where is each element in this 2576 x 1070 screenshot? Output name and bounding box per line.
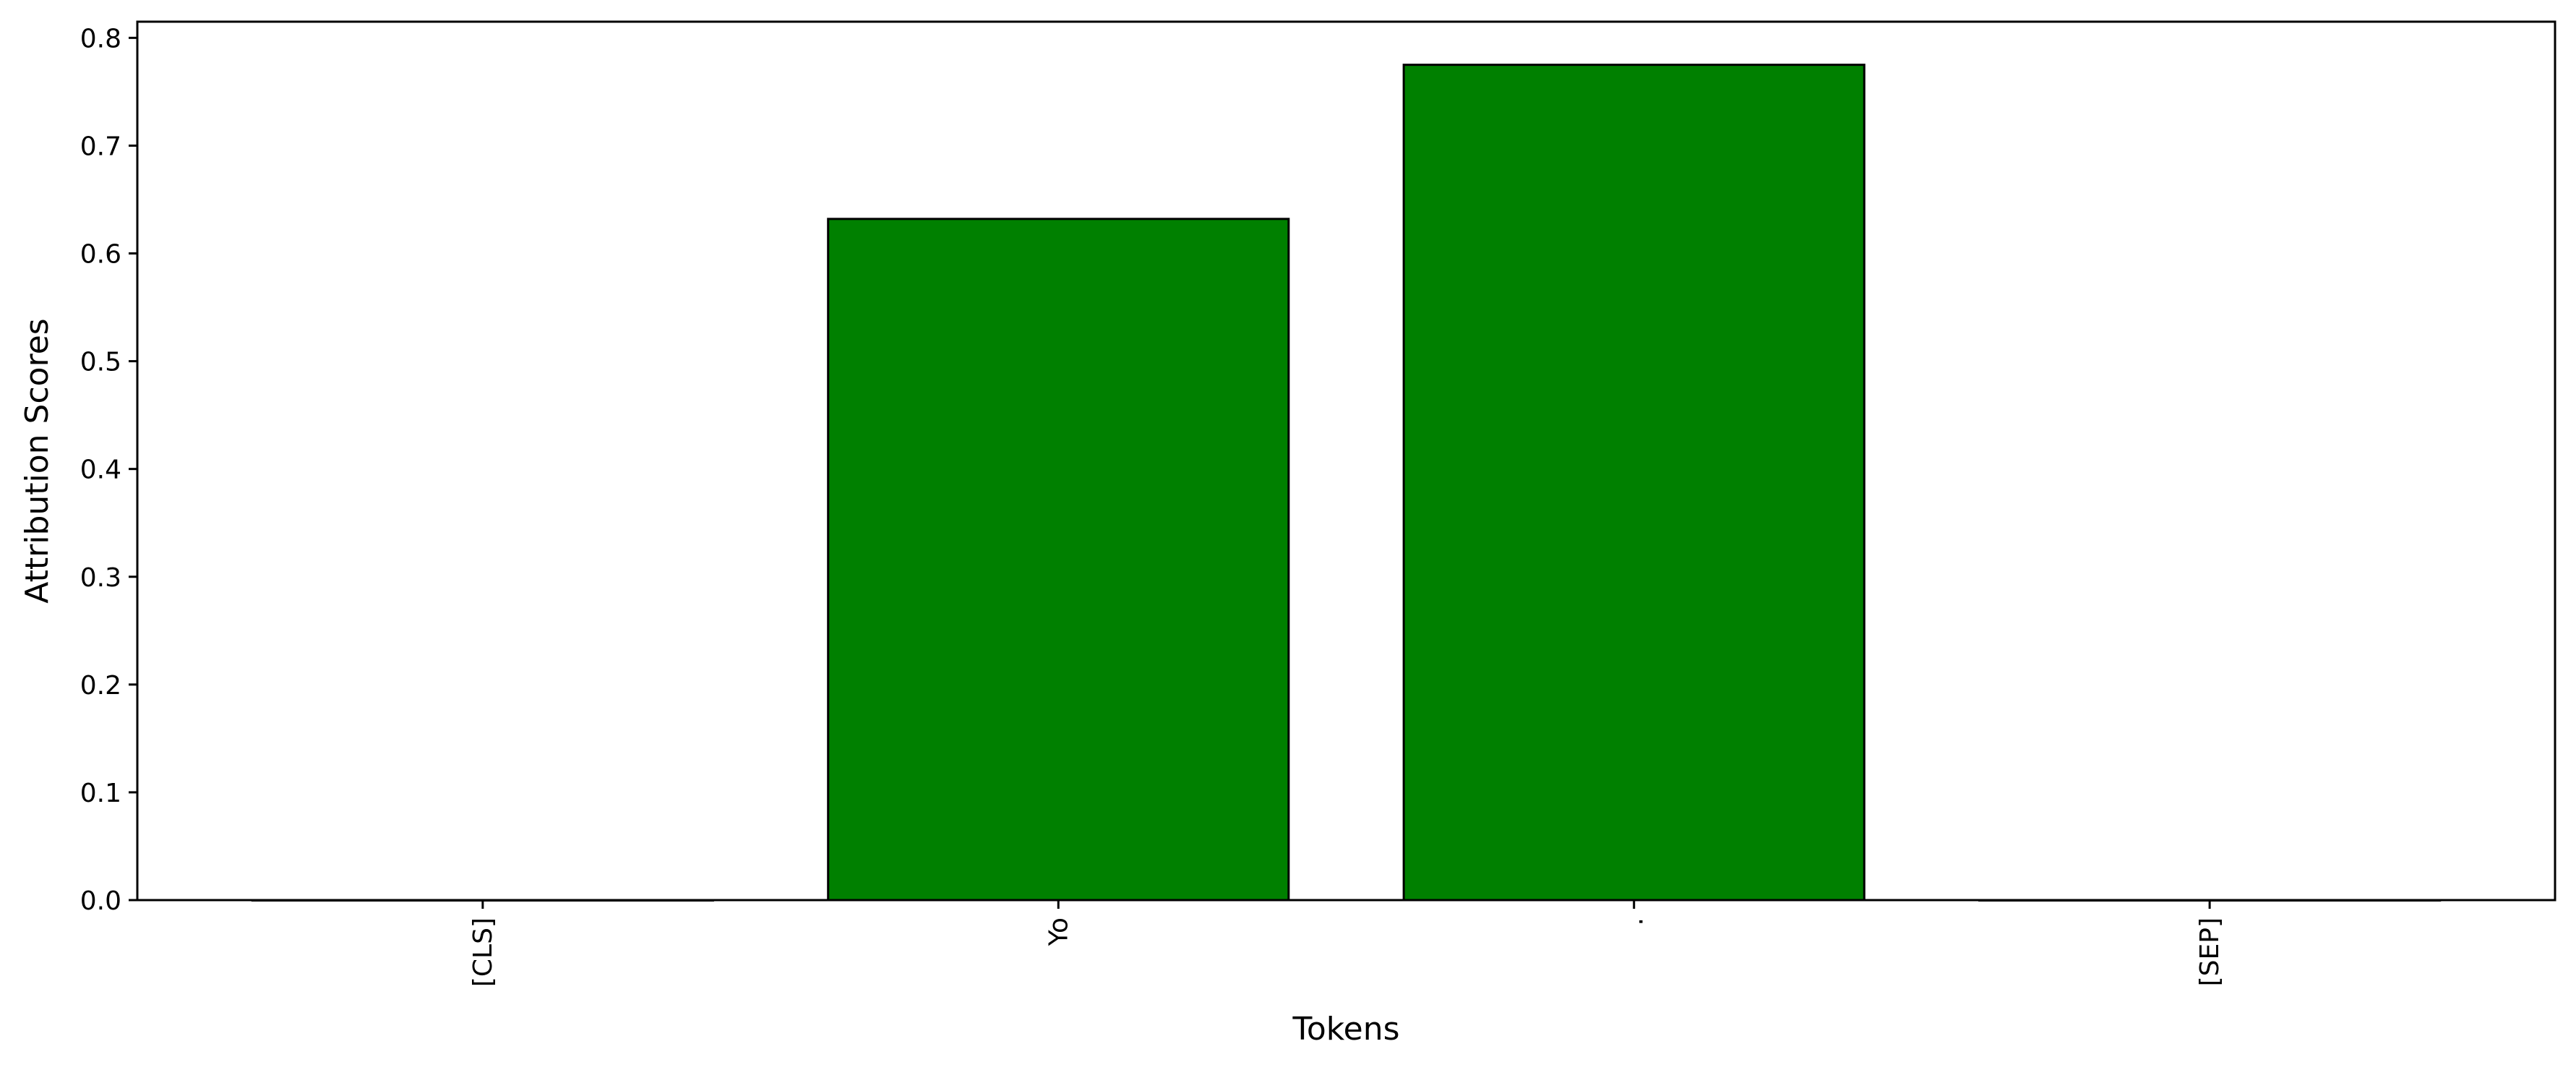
y-axis: 0.0 0.1 0.2 0.3 0.4 0.5 0.6 0.7 0.8 (80, 24, 137, 916)
x-tick-label-1: Yo (1044, 917, 1073, 946)
x-tick-label-0: [CLS] (468, 917, 498, 987)
plot-frame (136, 20, 2556, 902)
bar-1 (827, 218, 1290, 902)
y-tick-label-5: 0.5 (80, 348, 121, 377)
x-axis-label: Tokens (1292, 1011, 1399, 1048)
bar-2 (1402, 64, 1866, 902)
x-tick-label-2: . (1620, 917, 1649, 925)
y-tick-label-7: 0.7 (80, 132, 121, 161)
y-tick-label-2: 0.2 (80, 671, 121, 701)
bars-group (251, 64, 2442, 902)
y-tick-label-6: 0.6 (80, 240, 121, 270)
y-axis-label: Attribution Scores (19, 318, 56, 603)
y-tick-label-4: 0.4 (80, 455, 121, 485)
x-tick-label-3: [SEP] (2195, 917, 2225, 986)
y-tick-label-1: 0.1 (80, 779, 121, 808)
y-tick-label-8: 0.8 (80, 24, 121, 54)
y-tick-label-0: 0.0 (80, 886, 121, 916)
y-tick-label-3: 0.3 (80, 563, 121, 593)
x-axis: [CLS] Yo. [SEP] (468, 900, 2225, 987)
